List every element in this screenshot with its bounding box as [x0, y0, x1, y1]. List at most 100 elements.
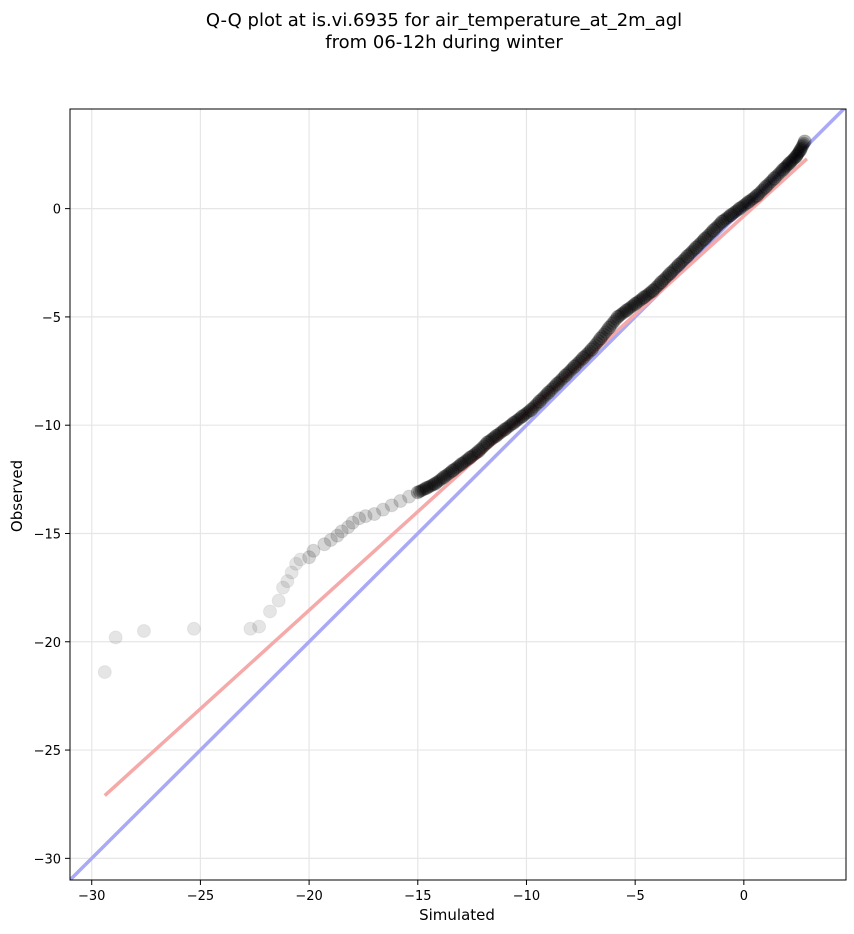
- data-point: [549, 377, 564, 392]
- data-point: [790, 148, 804, 162]
- data-point: [795, 140, 809, 154]
- data-point: [468, 447, 482, 461]
- data-point: [680, 249, 695, 264]
- line-layer: [70, 109, 846, 880]
- data-point: [271, 593, 286, 608]
- data-point: [752, 187, 766, 201]
- data-point: [781, 157, 795, 171]
- data-point: [779, 160, 793, 174]
- data-point: [473, 442, 487, 456]
- data-point: [723, 208, 738, 223]
- data-point: [555, 372, 569, 386]
- data-point: [508, 415, 522, 429]
- data-point: [647, 282, 661, 296]
- data-point: [428, 476, 443, 491]
- data-point: [633, 293, 647, 307]
- tick-layer: −30 −25 −20 −15 −10 −5 0 −30 −25 −20 −15 −10 −5 0: [34, 203, 748, 904]
- data-point: [677, 253, 691, 267]
- data-point: [494, 425, 508, 439]
- data-point: [522, 404, 536, 418]
- data-point: [703, 227, 717, 241]
- data-point: [649, 280, 663, 294]
- data-point: [108, 630, 123, 645]
- data-point: [692, 237, 706, 251]
- y-tick-label: −20: [34, 636, 61, 651]
- y-tick-label: −25: [34, 744, 61, 759]
- data-point: [562, 365, 576, 379]
- data-point: [616, 306, 630, 320]
- data-point: [771, 168, 785, 182]
- data-point: [609, 312, 623, 326]
- data-point: [708, 222, 722, 236]
- data-point: [367, 506, 382, 521]
- data-point: [532, 394, 547, 409]
- data-point: [512, 412, 526, 426]
- data-point: [489, 429, 504, 444]
- data-point: [625, 300, 639, 314]
- data-point: [642, 287, 656, 301]
- data-point: [792, 146, 806, 160]
- data-point: [592, 334, 606, 348]
- data-point: [762, 177, 776, 191]
- x-tick-label: −15: [404, 889, 431, 904]
- data-point: [784, 155, 798, 169]
- data-point: [613, 309, 627, 323]
- data-point: [421, 480, 435, 494]
- data-point: [658, 272, 672, 286]
- data-point: [584, 342, 599, 357]
- data-point: [687, 242, 701, 256]
- data-point: [442, 466, 456, 480]
- data-point: [567, 359, 582, 374]
- data-point: [597, 327, 611, 341]
- data-point: [517, 408, 531, 422]
- data-point: [543, 384, 557, 398]
- data-point: [471, 444, 486, 459]
- data-point: [497, 422, 512, 437]
- data-point: [691, 239, 705, 253]
- data-point: [722, 209, 736, 223]
- data-point: [546, 381, 560, 395]
- data-point: [745, 193, 759, 207]
- x-tick-label: −30: [78, 889, 105, 904]
- data-point: [588, 338, 602, 352]
- data-point: [717, 213, 731, 227]
- data-point: [736, 199, 750, 213]
- data-point: [454, 457, 469, 472]
- data-point: [785, 154, 799, 168]
- data-point: [475, 441, 489, 455]
- data-point: [645, 283, 660, 298]
- data-point: [513, 411, 527, 425]
- data-point: [289, 556, 304, 571]
- data-point: [491, 428, 505, 442]
- data-point: [665, 265, 679, 279]
- data-point: [738, 198, 752, 212]
- data-point: [640, 288, 654, 302]
- data-point: [458, 455, 472, 469]
- data-point: [436, 470, 451, 485]
- data-point: [538, 389, 552, 403]
- data-point: [632, 294, 646, 308]
- data-point: [670, 260, 684, 274]
- y-axis-label: Observed: [8, 460, 26, 532]
- data-point: [789, 149, 804, 164]
- data-point: [581, 346, 595, 360]
- data-point: [743, 194, 757, 208]
- data-point: [352, 511, 367, 526]
- data-point: [774, 164, 788, 178]
- data-point: [701, 228, 715, 242]
- data-point: [772, 166, 786, 180]
- data-point: [595, 329, 609, 343]
- data-point: [719, 212, 733, 226]
- data-point: [345, 515, 360, 530]
- data-point: [501, 420, 515, 434]
- data-point: [651, 279, 665, 293]
- data-point: [418, 482, 432, 496]
- data-point: [449, 461, 463, 475]
- data-point: [493, 426, 507, 440]
- data-point: [334, 524, 349, 539]
- data-point: [727, 206, 741, 220]
- data-point: [775, 162, 790, 177]
- data-point: [797, 136, 811, 150]
- data-point: [586, 340, 600, 354]
